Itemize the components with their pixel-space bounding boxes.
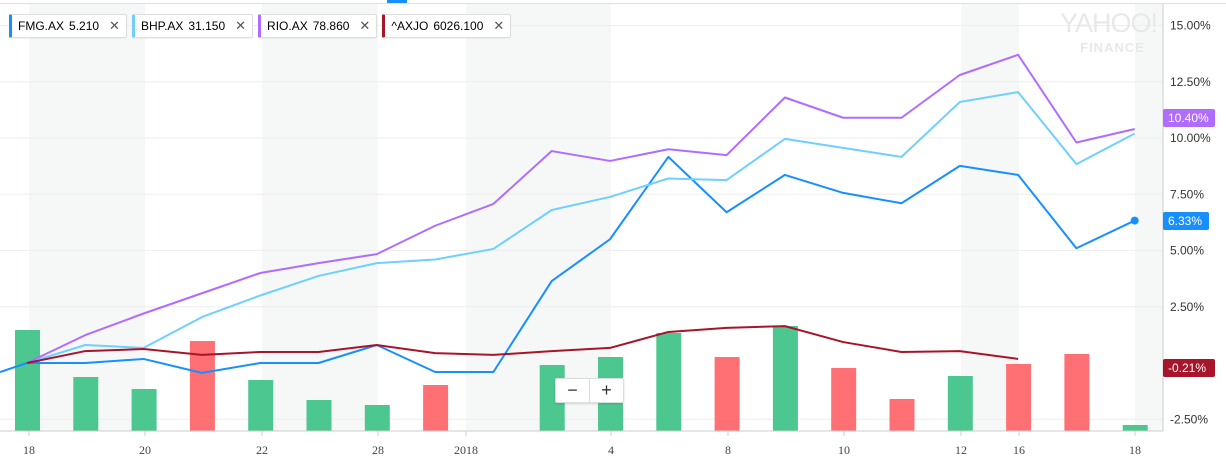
- shaded-band: [29, 4, 145, 431]
- y-tick-label: 12.50%: [1170, 75, 1211, 89]
- close-icon[interactable]: ✕: [235, 18, 247, 33]
- legend-symbol: FMG.AX: [18, 19, 65, 33]
- volume-bar: [714, 357, 740, 431]
- volume-bar: [189, 341, 215, 431]
- close-icon[interactable]: ✕: [359, 18, 371, 33]
- volume-bar: [131, 389, 157, 431]
- volume-bar: [1064, 354, 1090, 431]
- volume-bar: [1122, 425, 1148, 431]
- x-tick-label: 16: [1013, 443, 1025, 457]
- brand-line2: FINANCE: [1080, 40, 1145, 55]
- end-label-badge: [1163, 212, 1209, 230]
- last-point-marker: [1130, 216, 1139, 225]
- series-line-axjo: [26, 325, 1019, 364]
- y-tick-label: -2.50%: [1170, 412, 1208, 426]
- volume-bar: [656, 333, 682, 431]
- y-tick-label: 7.50%: [1170, 187, 1204, 201]
- yahoo-finance-watermark: YAHOO! FINANCE: [1060, 8, 1158, 55]
- close-icon[interactable]: ✕: [493, 18, 505, 33]
- legend-symbol: BHP.AX: [140, 19, 184, 33]
- legend-chip-axjo[interactable]: ^AXJO 6026.100 ✕: [382, 14, 512, 38]
- end-label-text: -0.21%: [1168, 361, 1206, 375]
- y-tick-label: 2.50%: [1170, 300, 1204, 314]
- zoom-out-button[interactable]: −: [567, 380, 578, 400]
- end-label-badge: [1163, 109, 1215, 127]
- legend-symbol: RIO.AX: [267, 19, 308, 33]
- volume-bar: [15, 330, 40, 431]
- legend-symbol: ^AXJO: [391, 19, 429, 33]
- shaded-band: [262, 4, 378, 431]
- zoom-in-button[interactable]: +: [589, 379, 623, 402]
- volume-bar: [772, 326, 798, 431]
- x-tick-label: 10: [838, 443, 850, 457]
- x-tick-label: 28: [372, 443, 384, 457]
- volume-bar: [364, 405, 390, 431]
- close-icon[interactable]: ✕: [109, 18, 120, 33]
- legend: FMG.AX 5.210 ✕ BHP.AX 31.150 ✕ RIO.AX 78.860 ✕…: [9, 14, 512, 38]
- series-line-bhpax: [26, 91, 1136, 364]
- volume-bar: [1006, 364, 1032, 431]
- legend-chip-fmg[interactable]: FMG.AX 5.210 ✕: [9, 14, 127, 38]
- x-tick-label: 2018: [454, 443, 478, 457]
- brand-line1: YAHOO!: [1060, 8, 1158, 38]
- volume-bar: [73, 377, 99, 431]
- y-tick-label: 15.00%: [1170, 19, 1211, 33]
- shaded-band: [466, 4, 611, 431]
- shaded-band: [961, 4, 1019, 431]
- shaded-band: [1135, 4, 1163, 431]
- y-tick-label: 10.00%: [1170, 131, 1211, 145]
- x-tick-label: 22: [256, 443, 268, 457]
- series-line-fmgax: [0, 155, 1136, 374]
- volume-bar: [889, 399, 915, 431]
- x-tick-label: 12: [955, 443, 967, 457]
- y-tick-label: 5.00%: [1170, 244, 1204, 258]
- series-line-rioax: [26, 53, 1135, 364]
- volume-bar: [306, 400, 332, 431]
- end-label-text: 10.40%: [1168, 111, 1209, 125]
- volume-bar: [947, 376, 973, 431]
- x-tick-label: 20: [139, 443, 151, 457]
- x-tick-label: 4: [608, 443, 614, 457]
- legend-value: 5.210: [69, 19, 100, 33]
- end-label-text: 6.33%: [1168, 214, 1202, 228]
- end-label-badge: [1163, 359, 1215, 377]
- volume-bar: [423, 385, 449, 431]
- legend-value: 31.150: [188, 19, 226, 33]
- x-tick-label: 8: [725, 443, 731, 457]
- legend-chip-bhp[interactable]: BHP.AX 31.150 ✕: [131, 14, 254, 38]
- top-divider: [0, 3, 1226, 4]
- legend-chip-rio[interactable]: RIO.AX 78.860 ✕: [258, 14, 378, 38]
- legend-value: 78.860: [312, 19, 350, 33]
- zoom-controls: − +: [555, 378, 624, 403]
- x-tick-label: 18: [1129, 443, 1141, 457]
- x-tick-label: 18: [23, 443, 35, 457]
- volume-bar: [831, 368, 857, 431]
- legend-value: 6026.100: [433, 19, 484, 33]
- active-tab-indicator: [387, 0, 407, 3]
- volume-bar: [248, 380, 274, 431]
